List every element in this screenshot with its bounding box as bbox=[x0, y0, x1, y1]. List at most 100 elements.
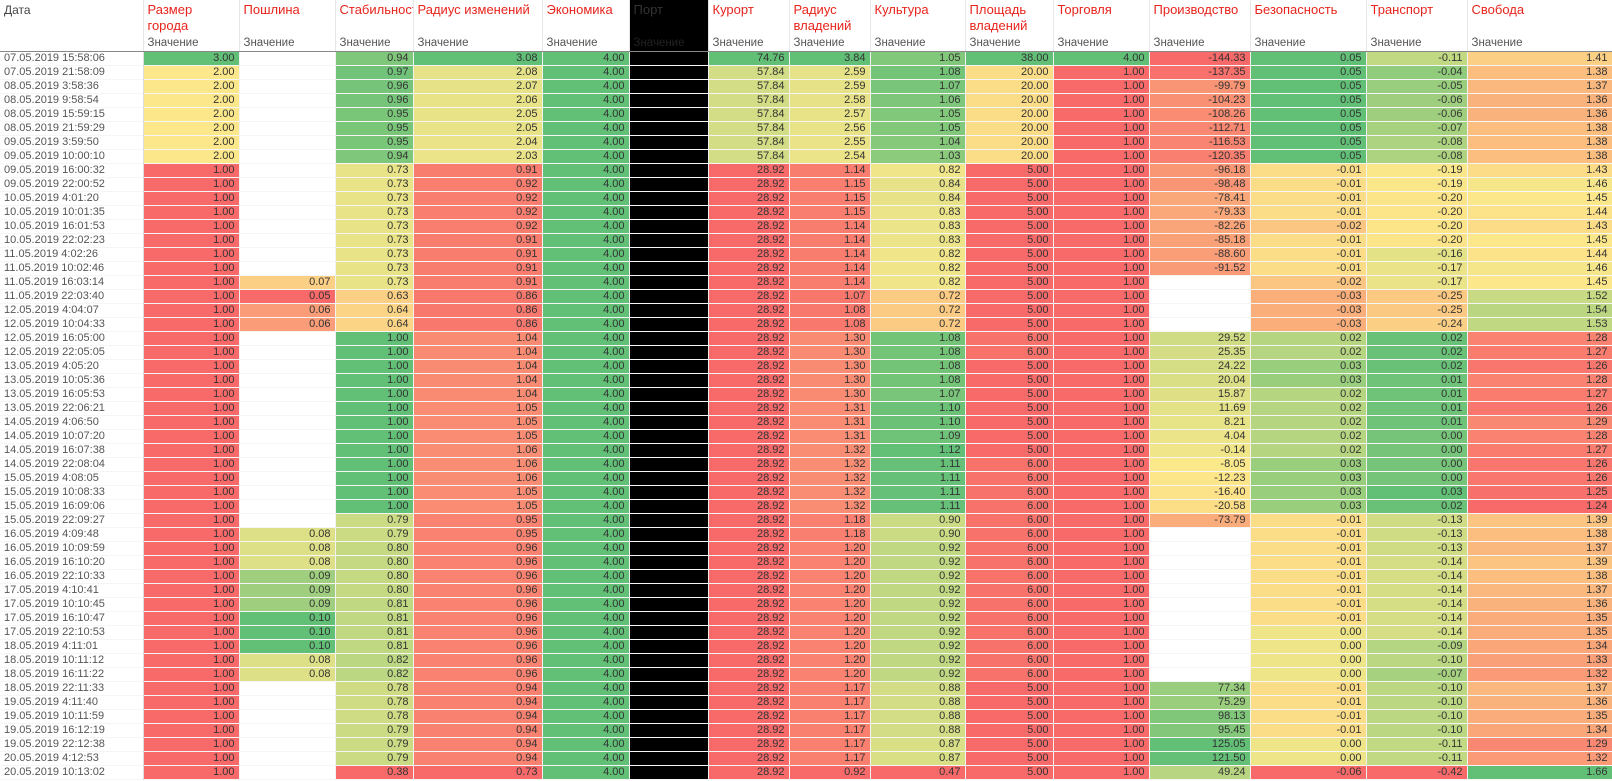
value-cell[interactable]: 1.31 bbox=[789, 415, 871, 429]
value-cell[interactable]: 1.14 bbox=[789, 163, 871, 177]
value-cell[interactable]: 28.92 bbox=[708, 737, 790, 751]
value-cell[interactable] bbox=[1149, 625, 1251, 639]
value-cell[interactable]: 0.02 bbox=[1250, 443, 1367, 457]
value-cell[interactable]: 1.00 bbox=[1053, 247, 1150, 261]
value-cell[interactable]: 0.87 bbox=[870, 751, 966, 765]
value-cell[interactable]: 4.00 bbox=[542, 191, 630, 205]
port-cell[interactable] bbox=[629, 275, 709, 289]
value-cell[interactable]: 1.24 bbox=[1467, 499, 1612, 513]
value-cell[interactable]: 1.08 bbox=[789, 317, 871, 331]
date-cell[interactable]: 09.05.2019 16:00:32 bbox=[0, 163, 144, 177]
value-cell[interactable]: 1.00 bbox=[1053, 79, 1150, 93]
value-cell[interactable]: 1.17 bbox=[789, 751, 871, 765]
value-cell[interactable]: 1.30 bbox=[789, 373, 871, 387]
value-cell[interactable]: 1.00 bbox=[143, 443, 240, 457]
value-cell[interactable]: -0.02 bbox=[1250, 275, 1367, 289]
value-cell[interactable]: 0.86 bbox=[413, 303, 543, 317]
value-cell[interactable]: 4.00 bbox=[542, 359, 630, 373]
value-cell[interactable]: 11.69 bbox=[1149, 401, 1251, 415]
value-cell[interactable]: 1.39 bbox=[1467, 555, 1612, 569]
value-cell[interactable]: 1.00 bbox=[1053, 471, 1150, 485]
value-cell[interactable]: 6.00 bbox=[965, 457, 1054, 471]
value-cell[interactable]: 1.06 bbox=[413, 457, 543, 471]
value-cell[interactable]: 1.43 bbox=[1467, 163, 1612, 177]
value-cell[interactable]: 0.73 bbox=[335, 219, 414, 233]
value-cell[interactable]: 1.08 bbox=[870, 345, 966, 359]
value-cell[interactable]: 1.37 bbox=[1467, 79, 1612, 93]
value-cell[interactable]: 4.00 bbox=[542, 261, 630, 275]
port-cell[interactable] bbox=[629, 667, 709, 681]
column-header[interactable]: Стабильность bbox=[335, 0, 414, 35]
value-cell[interactable]: -0.14 bbox=[1366, 625, 1468, 639]
value-cell[interactable]: 1.00 bbox=[1053, 527, 1150, 541]
value-cell[interactable]: 1.34 bbox=[1467, 639, 1612, 653]
column-header[interactable]: Транспорт bbox=[1366, 0, 1468, 35]
value-cell[interactable]: 3.00 bbox=[143, 51, 240, 65]
value-cell[interactable]: 1.00 bbox=[335, 331, 414, 345]
value-cell[interactable]: 1.30 bbox=[789, 345, 871, 359]
value-cell[interactable]: 28.92 bbox=[708, 205, 790, 219]
value-cell[interactable] bbox=[239, 485, 336, 499]
value-cell[interactable]: 0.79 bbox=[335, 527, 414, 541]
value-cell[interactable] bbox=[239, 401, 336, 415]
port-cell[interactable] bbox=[629, 751, 709, 765]
value-cell[interactable]: 28.92 bbox=[708, 569, 790, 583]
value-cell[interactable] bbox=[239, 177, 336, 191]
value-cell[interactable] bbox=[239, 121, 336, 135]
column-header[interactable]: Экономика bbox=[542, 0, 630, 35]
value-cell[interactable]: 1.54 bbox=[1467, 303, 1612, 317]
value-cell[interactable]: -0.11 bbox=[1366, 51, 1468, 65]
value-cell[interactable]: 0.92 bbox=[413, 205, 543, 219]
value-cell[interactable]: 4.00 bbox=[542, 331, 630, 345]
date-cell[interactable]: 10.05.2019 4:01:20 bbox=[0, 191, 144, 205]
value-cell[interactable]: 1.17 bbox=[789, 709, 871, 723]
value-cell[interactable]: 0.01 bbox=[1366, 401, 1468, 415]
value-cell[interactable]: 0.02 bbox=[1250, 387, 1367, 401]
value-cell[interactable]: 0.84 bbox=[870, 177, 966, 191]
value-cell[interactable]: 1.09 bbox=[870, 429, 966, 443]
value-cell[interactable]: 1.46 bbox=[1467, 261, 1612, 275]
date-cell[interactable]: 10.05.2019 16:01:53 bbox=[0, 219, 144, 233]
port-cell[interactable] bbox=[629, 555, 709, 569]
value-cell[interactable]: 28.92 bbox=[708, 751, 790, 765]
value-cell[interactable]: 0.82 bbox=[335, 653, 414, 667]
value-cell[interactable]: 1.00 bbox=[335, 345, 414, 359]
port-cell[interactable] bbox=[629, 681, 709, 695]
value-cell[interactable]: 1.00 bbox=[143, 639, 240, 653]
value-cell[interactable]: 4.00 bbox=[542, 639, 630, 653]
port-cell[interactable] bbox=[629, 387, 709, 401]
value-cell[interactable] bbox=[239, 345, 336, 359]
value-cell[interactable]: 5.00 bbox=[965, 303, 1054, 317]
value-cell[interactable] bbox=[239, 135, 336, 149]
value-cell[interactable]: 1.00 bbox=[335, 485, 414, 499]
port-cell[interactable] bbox=[629, 597, 709, 611]
value-cell[interactable]: 0.87 bbox=[870, 737, 966, 751]
value-cell[interactable]: 28.92 bbox=[708, 177, 790, 191]
value-cell[interactable]: 28.92 bbox=[708, 233, 790, 247]
value-cell[interactable]: 1.00 bbox=[1053, 751, 1150, 765]
value-cell[interactable]: 0.73 bbox=[335, 233, 414, 247]
value-cell[interactable]: 0.80 bbox=[335, 583, 414, 597]
value-cell[interactable]: 0.01 bbox=[1366, 387, 1468, 401]
column-header[interactable]: Радиус владений bbox=[789, 0, 871, 35]
value-cell[interactable] bbox=[239, 247, 336, 261]
value-cell[interactable]: -0.13 bbox=[1366, 541, 1468, 555]
date-cell[interactable]: 14.05.2019 4:06:50 bbox=[0, 415, 144, 429]
value-cell[interactable]: 1.00 bbox=[335, 401, 414, 415]
port-cell[interactable] bbox=[629, 247, 709, 261]
value-cell[interactable]: 4.00 bbox=[542, 555, 630, 569]
value-cell[interactable] bbox=[239, 513, 336, 527]
date-cell[interactable]: 19.05.2019 22:12:38 bbox=[0, 737, 144, 751]
date-cell[interactable]: 15.05.2019 16:09:06 bbox=[0, 499, 144, 513]
value-cell[interactable]: 0.80 bbox=[335, 555, 414, 569]
value-cell[interactable]: 1.39 bbox=[1467, 513, 1612, 527]
value-cell[interactable]: 1.00 bbox=[1053, 289, 1150, 303]
value-cell[interactable]: -0.10 bbox=[1366, 653, 1468, 667]
value-cell[interactable]: 1.00 bbox=[1053, 191, 1150, 205]
value-cell[interactable]: 28.92 bbox=[708, 359, 790, 373]
value-cell[interactable]: 0.82 bbox=[870, 163, 966, 177]
date-cell[interactable]: 19.05.2019 4:11:40 bbox=[0, 695, 144, 709]
port-cell[interactable] bbox=[629, 429, 709, 443]
value-cell[interactable]: 0.96 bbox=[413, 597, 543, 611]
value-cell[interactable]: 24.22 bbox=[1149, 359, 1251, 373]
